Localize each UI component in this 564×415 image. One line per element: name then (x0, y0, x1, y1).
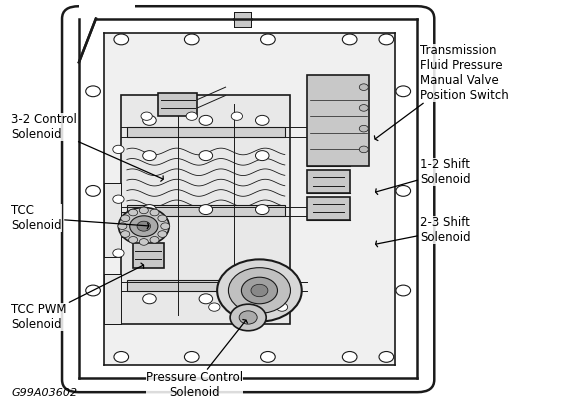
Circle shape (139, 239, 148, 245)
Text: Pressure Control
Solenoid: Pressure Control Solenoid (146, 320, 248, 399)
Circle shape (184, 352, 199, 362)
Circle shape (261, 352, 275, 362)
Bar (307, 75, 369, 166)
Circle shape (158, 215, 167, 222)
Circle shape (396, 186, 411, 196)
Bar (234, 12, 251, 27)
Text: 1-2 Shift
Solenoid: 1-2 Shift Solenoid (376, 158, 471, 195)
Text: 3-2 Control
Solenoid: 3-2 Control Solenoid (11, 112, 163, 181)
Circle shape (118, 208, 169, 245)
Text: TCC
Solenoid: TCC Solenoid (11, 204, 149, 232)
Circle shape (255, 151, 269, 161)
Bar (307, 170, 350, 193)
Circle shape (261, 34, 275, 45)
Circle shape (239, 311, 257, 324)
Circle shape (150, 237, 159, 243)
Circle shape (396, 86, 411, 97)
Circle shape (161, 223, 170, 229)
Circle shape (121, 231, 130, 237)
Bar (104, 183, 121, 257)
Polygon shape (79, 0, 135, 19)
Circle shape (143, 205, 156, 215)
Circle shape (342, 34, 357, 45)
Circle shape (209, 303, 220, 311)
Circle shape (255, 115, 269, 125)
Circle shape (137, 221, 151, 231)
Circle shape (184, 34, 199, 45)
Circle shape (359, 105, 368, 111)
Circle shape (379, 352, 394, 362)
Circle shape (86, 285, 100, 296)
Bar (127, 280, 285, 290)
Circle shape (241, 277, 277, 304)
Circle shape (158, 231, 167, 237)
Bar (104, 33, 395, 365)
Bar (127, 205, 285, 216)
Circle shape (121, 215, 130, 222)
Circle shape (228, 268, 290, 313)
Circle shape (359, 146, 368, 153)
Bar (307, 197, 350, 220)
Circle shape (342, 352, 357, 362)
Text: G99A03602: G99A03602 (11, 388, 77, 398)
Circle shape (114, 352, 129, 362)
Circle shape (113, 249, 124, 257)
Text: 2-3 Shift
Solenoid: 2-3 Shift Solenoid (376, 216, 471, 247)
Circle shape (379, 34, 394, 45)
Bar (133, 243, 164, 268)
Circle shape (150, 209, 159, 216)
Circle shape (359, 84, 368, 90)
Circle shape (255, 205, 269, 215)
Circle shape (199, 205, 213, 215)
Text: Transmission
Fluid Pressure
Manual Valve
Position Switch: Transmission Fluid Pressure Manual Valve… (374, 44, 509, 141)
Circle shape (359, 125, 368, 132)
Circle shape (113, 195, 124, 203)
Circle shape (199, 115, 213, 125)
Circle shape (217, 259, 302, 322)
Circle shape (129, 209, 138, 216)
Bar (121, 95, 290, 324)
Circle shape (251, 284, 268, 297)
Circle shape (199, 151, 213, 161)
Circle shape (114, 34, 129, 45)
Circle shape (139, 207, 148, 214)
Circle shape (143, 294, 156, 304)
Circle shape (143, 151, 156, 161)
Bar (104, 274, 121, 324)
Circle shape (118, 223, 127, 229)
Circle shape (230, 304, 266, 331)
Bar (158, 93, 197, 116)
Text: TCC PWM
Solenoid: TCC PWM Solenoid (11, 263, 144, 332)
Bar (121, 212, 144, 237)
Circle shape (396, 285, 411, 296)
Circle shape (143, 115, 156, 125)
Circle shape (86, 186, 100, 196)
FancyBboxPatch shape (62, 6, 434, 392)
Circle shape (86, 86, 100, 97)
Circle shape (141, 112, 152, 120)
Circle shape (231, 112, 243, 120)
Circle shape (186, 112, 197, 120)
Circle shape (276, 303, 288, 311)
Circle shape (199, 294, 213, 304)
Circle shape (113, 145, 124, 154)
Circle shape (129, 237, 138, 243)
Circle shape (130, 216, 158, 237)
Bar (127, 127, 285, 137)
